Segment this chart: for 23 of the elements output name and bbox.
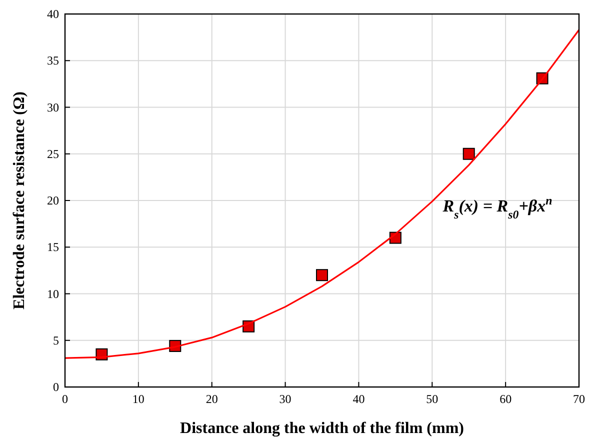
y-tick-label: 35 — [47, 54, 59, 68]
y-tick-label: 0 — [53, 380, 59, 394]
line-series — [64, 29, 580, 359]
x-tick-label: 70 — [573, 392, 585, 406]
y-tick-label: 15 — [47, 240, 59, 254]
y-tick-label: 30 — [47, 100, 59, 114]
x-tick-label: 0 — [62, 392, 68, 406]
point — [316, 269, 328, 282]
y-tick-label: 10 — [47, 286, 59, 301]
annotation: R$_{s}$(x) = R$_{s0}$+βx$^{n}$ — [442, 194, 553, 222]
y-tick-label: 40 — [47, 7, 59, 21]
y-tick-label: 20 — [47, 194, 59, 208]
x-axis-title: Distance along the width of the film (mm) — [180, 420, 464, 437]
x-tick-label: 30 — [279, 392, 292, 406]
x-tick-label: 20 — [206, 392, 218, 406]
point — [462, 148, 475, 160]
y-tick-label: 5 — [53, 333, 59, 348]
y-tick-label: 25 — [47, 146, 59, 161]
x-tick-label: 50 — [426, 392, 438, 406]
x-tick-label: 40 — [352, 392, 365, 406]
x-tick-label: 60 — [500, 392, 512, 406]
x-tick-label: 10 — [132, 392, 144, 406]
y-axis-title: Electrode surface resistance (Ω) — [11, 92, 28, 310]
